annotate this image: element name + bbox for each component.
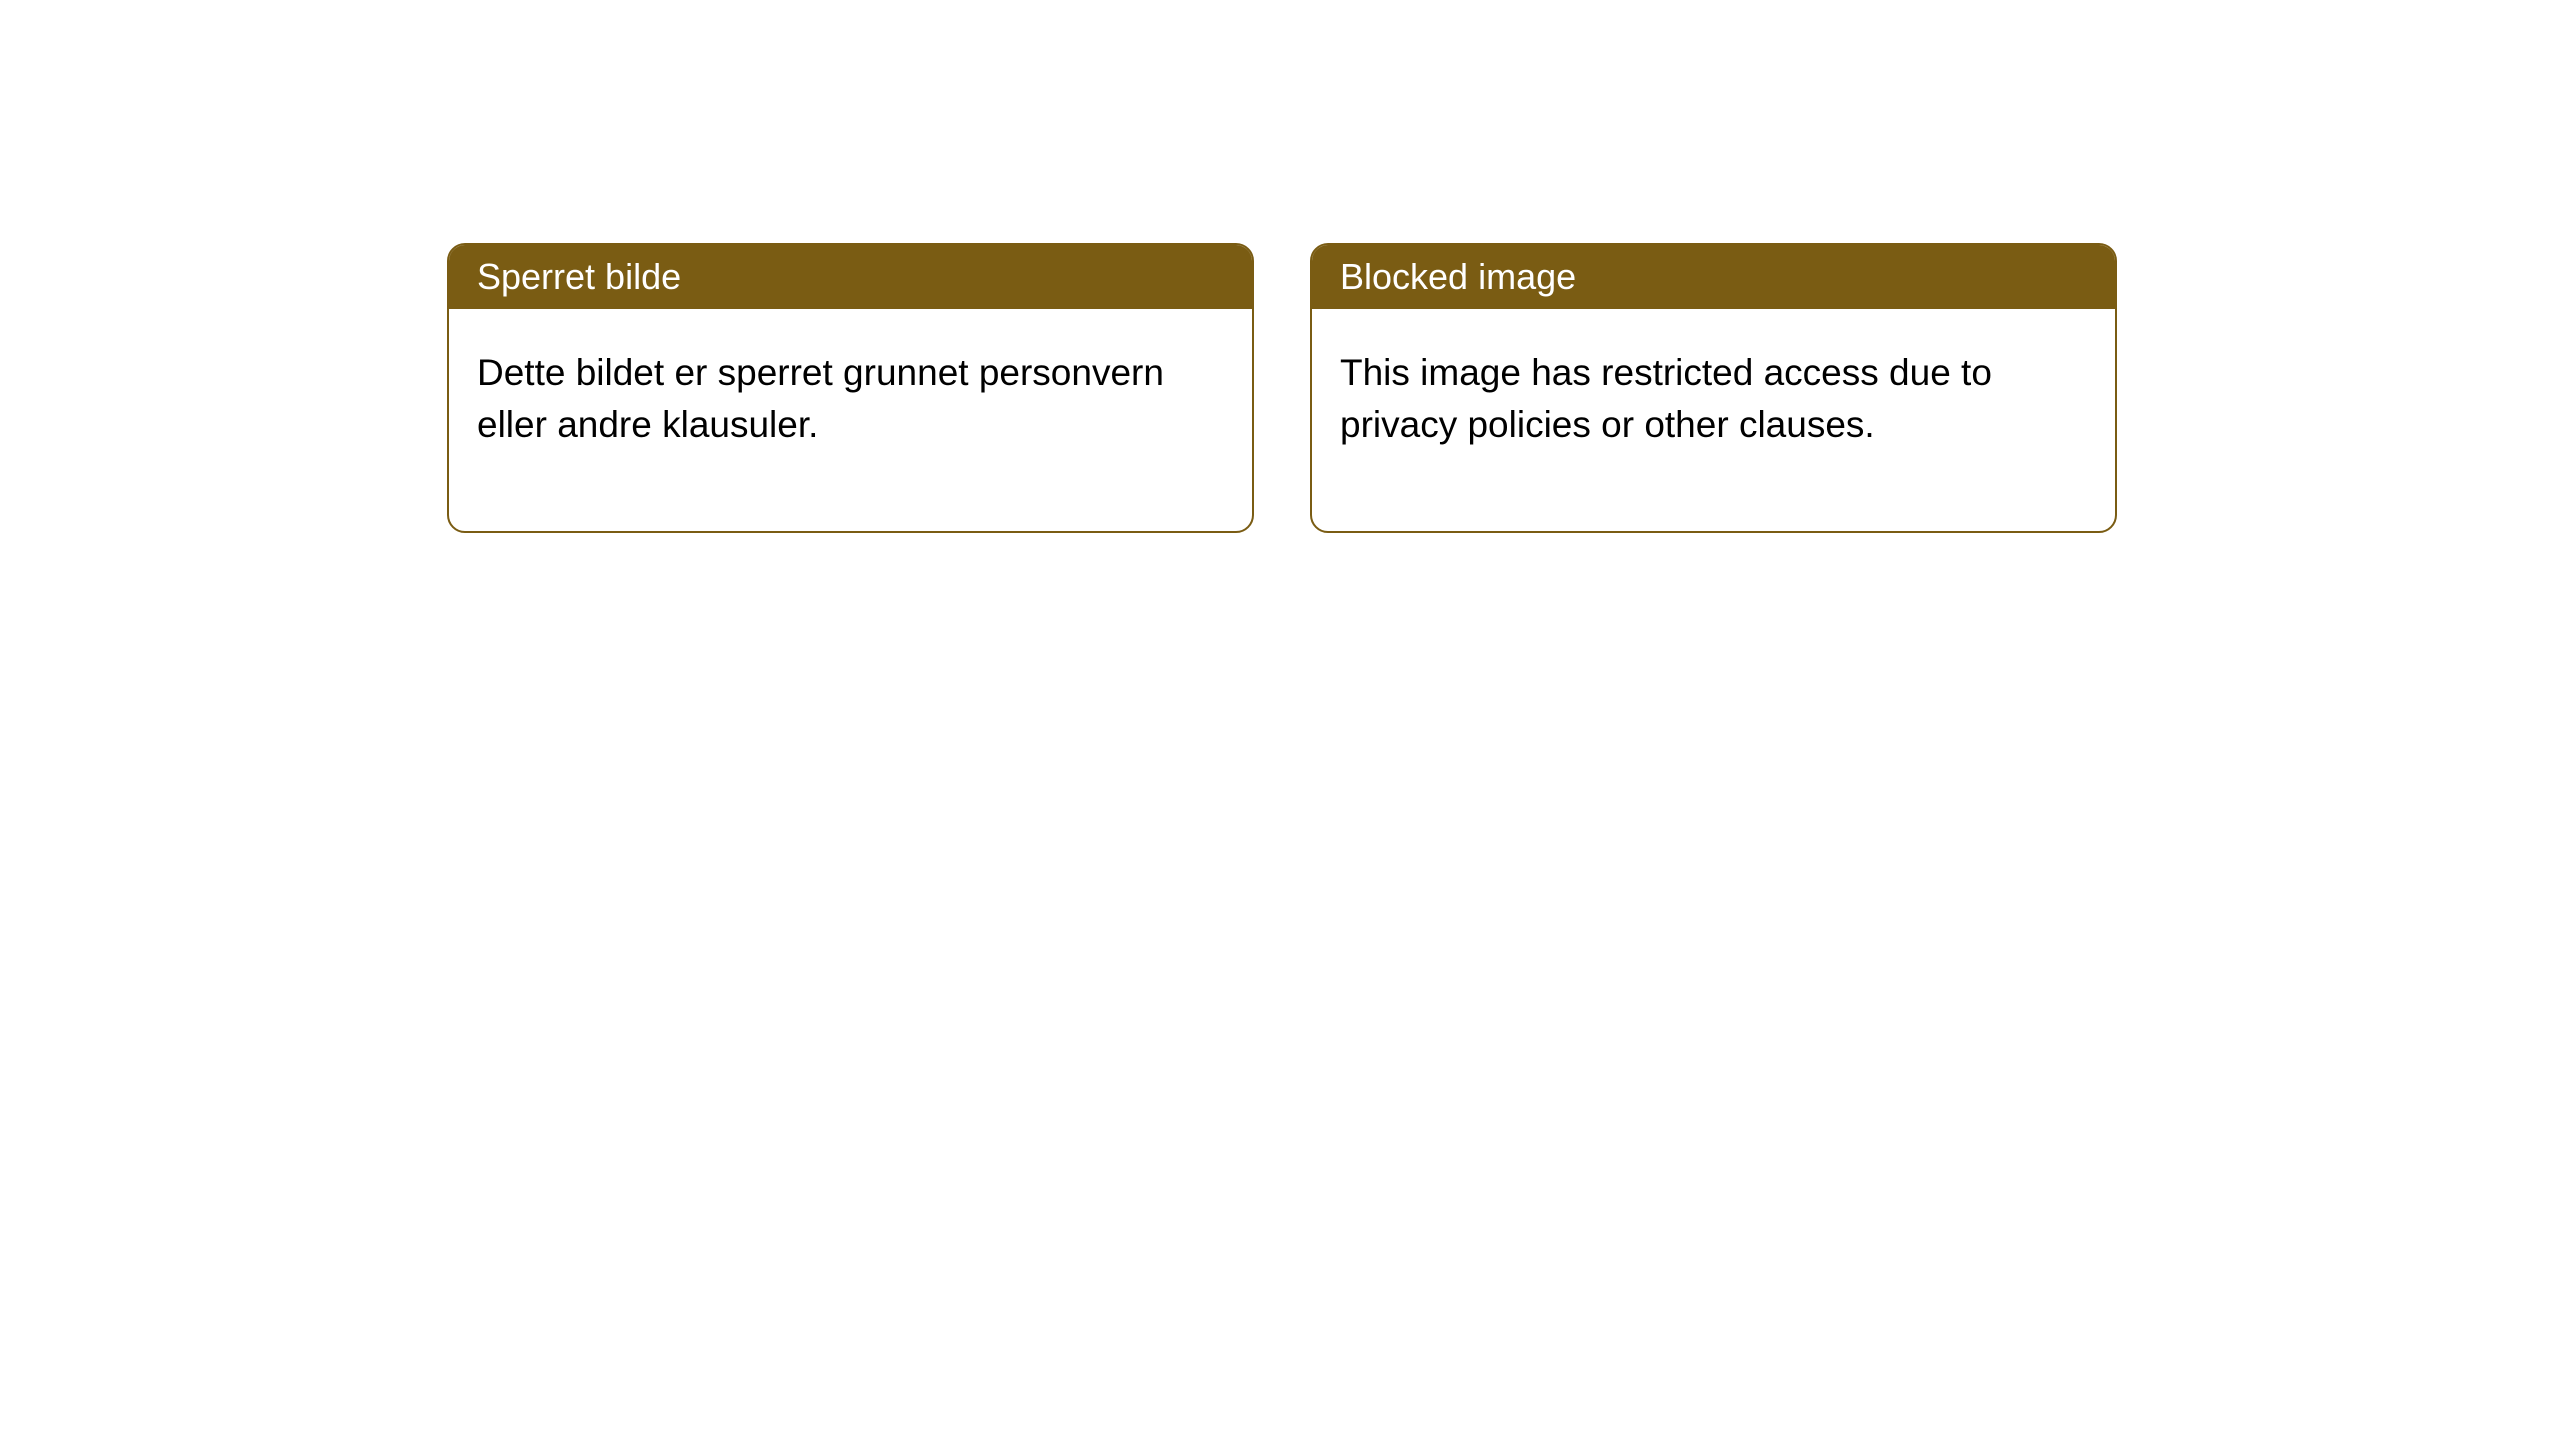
notice-container: Sperret bilde Dette bildet er sperret gr… bbox=[0, 0, 2560, 533]
notice-card-norwegian: Sperret bilde Dette bildet er sperret gr… bbox=[447, 243, 1254, 533]
notice-title: Blocked image bbox=[1340, 256, 1576, 297]
notice-card-english: Blocked image This image has restricted … bbox=[1310, 243, 2117, 533]
notice-title: Sperret bilde bbox=[477, 256, 681, 297]
notice-header: Blocked image bbox=[1312, 245, 2115, 309]
notice-text: Dette bildet er sperret grunnet personve… bbox=[477, 352, 1164, 445]
notice-text: This image has restricted access due to … bbox=[1340, 352, 1992, 445]
notice-header: Sperret bilde bbox=[449, 245, 1252, 309]
notice-body: Dette bildet er sperret grunnet personve… bbox=[449, 309, 1252, 531]
notice-body: This image has restricted access due to … bbox=[1312, 309, 2115, 531]
